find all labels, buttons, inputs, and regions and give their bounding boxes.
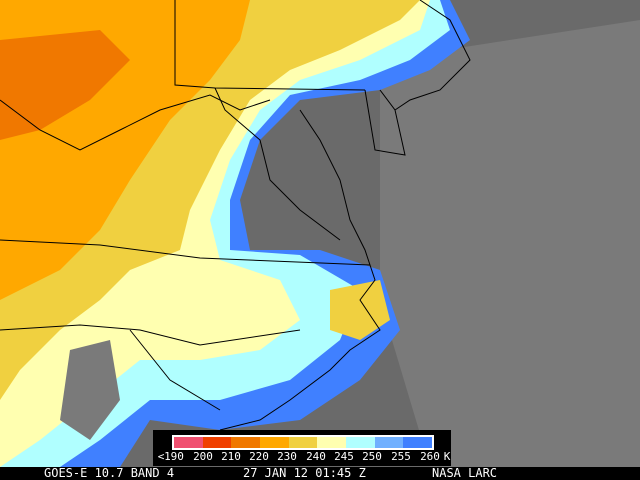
legend-swatch xyxy=(403,437,433,448)
legend-swatch xyxy=(374,437,404,448)
source-label: NASA LARC xyxy=(432,466,498,480)
legend-tick: 260 xyxy=(420,450,440,463)
legend-tick: 240 xyxy=(306,450,326,463)
legend-tick: 200 xyxy=(193,450,213,463)
legend-prefix: < xyxy=(157,450,165,463)
legend-swatch xyxy=(346,437,375,448)
legend-unit: K xyxy=(443,450,451,463)
cloud-dark-orange xyxy=(0,30,130,140)
legend-swatch xyxy=(260,437,289,448)
legend-swatch xyxy=(231,437,261,448)
legend-tick: 220 xyxy=(249,450,269,463)
legend-tick: 190 xyxy=(164,450,184,463)
infrared-map xyxy=(0,0,640,467)
legend-tick: 245 xyxy=(334,450,354,463)
temperature-legend: < 190 200 210 220 230 240 245 250 255 26… xyxy=(153,430,451,466)
legend-colorbar xyxy=(172,435,434,450)
gray-cloud-ocean xyxy=(380,20,640,467)
legend-tick: 230 xyxy=(277,450,297,463)
legend-tick: 255 xyxy=(391,450,411,463)
state-borders xyxy=(0,0,471,431)
legend-swatch xyxy=(202,437,232,448)
legend-swatch xyxy=(288,437,318,448)
legend-tick: 210 xyxy=(221,450,241,463)
legend-tick: 250 xyxy=(362,450,382,463)
datetime-label: 27 JAN 12 01:45 Z xyxy=(243,466,366,480)
gray-inland xyxy=(60,340,120,440)
legend-swatch xyxy=(174,437,203,448)
satellite-label: GOES-E 10.7 BAND 4 xyxy=(44,466,175,480)
cloud-yellow-coast xyxy=(330,280,390,340)
info-bar: GOES-E 10.7 BAND 4 27 JAN 12 01:45 Z NAS… xyxy=(0,467,640,480)
legend-swatch xyxy=(317,437,347,448)
